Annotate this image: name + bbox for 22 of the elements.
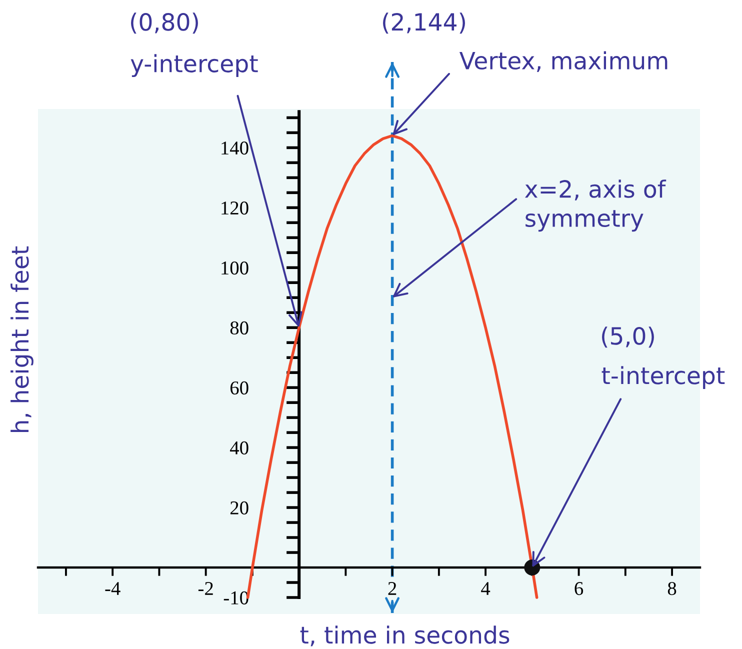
annotation: y-intercept [130, 54, 258, 78]
y-tick-label: 100 [222, 261, 248, 275]
y-tick-label: 140 [222, 142, 248, 155]
y-tick-label: 80 [230, 321, 248, 335]
x-tick-label: 2 [388, 582, 396, 595]
annotation: Vertex, maximum [459, 51, 668, 72]
x-tick-label: -2 [198, 582, 213, 595]
y-axis-title: h, height in feet [10, 246, 34, 432]
annotation: (5,0) [602, 326, 654, 348]
x-tick-label: 4 [481, 582, 490, 595]
x-tick-label: 8 [668, 582, 676, 596]
y-tick-label: 40 [230, 441, 248, 454]
x-tick-label: -4 [105, 582, 120, 595]
annotation: t-intercept [602, 366, 725, 389]
y-tick-label: 60 [230, 381, 248, 395]
text: (0,80) [131, 12, 198, 34]
annotation: x=2, axis of symmetry [524, 180, 666, 232]
x-tick-label: 6 [574, 582, 584, 596]
x-axis-title: t, time in seconds [300, 626, 510, 646]
y-tick-label: 20 [230, 501, 248, 514]
text: (2,144) [383, 12, 465, 34]
y-tick-label: 120 [222, 201, 248, 215]
